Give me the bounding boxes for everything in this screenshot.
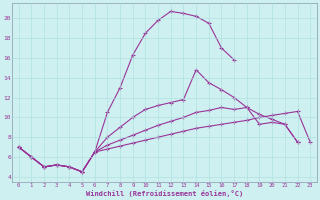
X-axis label: Windchill (Refroidissement éolien,°C): Windchill (Refroidissement éolien,°C) (86, 190, 243, 197)
